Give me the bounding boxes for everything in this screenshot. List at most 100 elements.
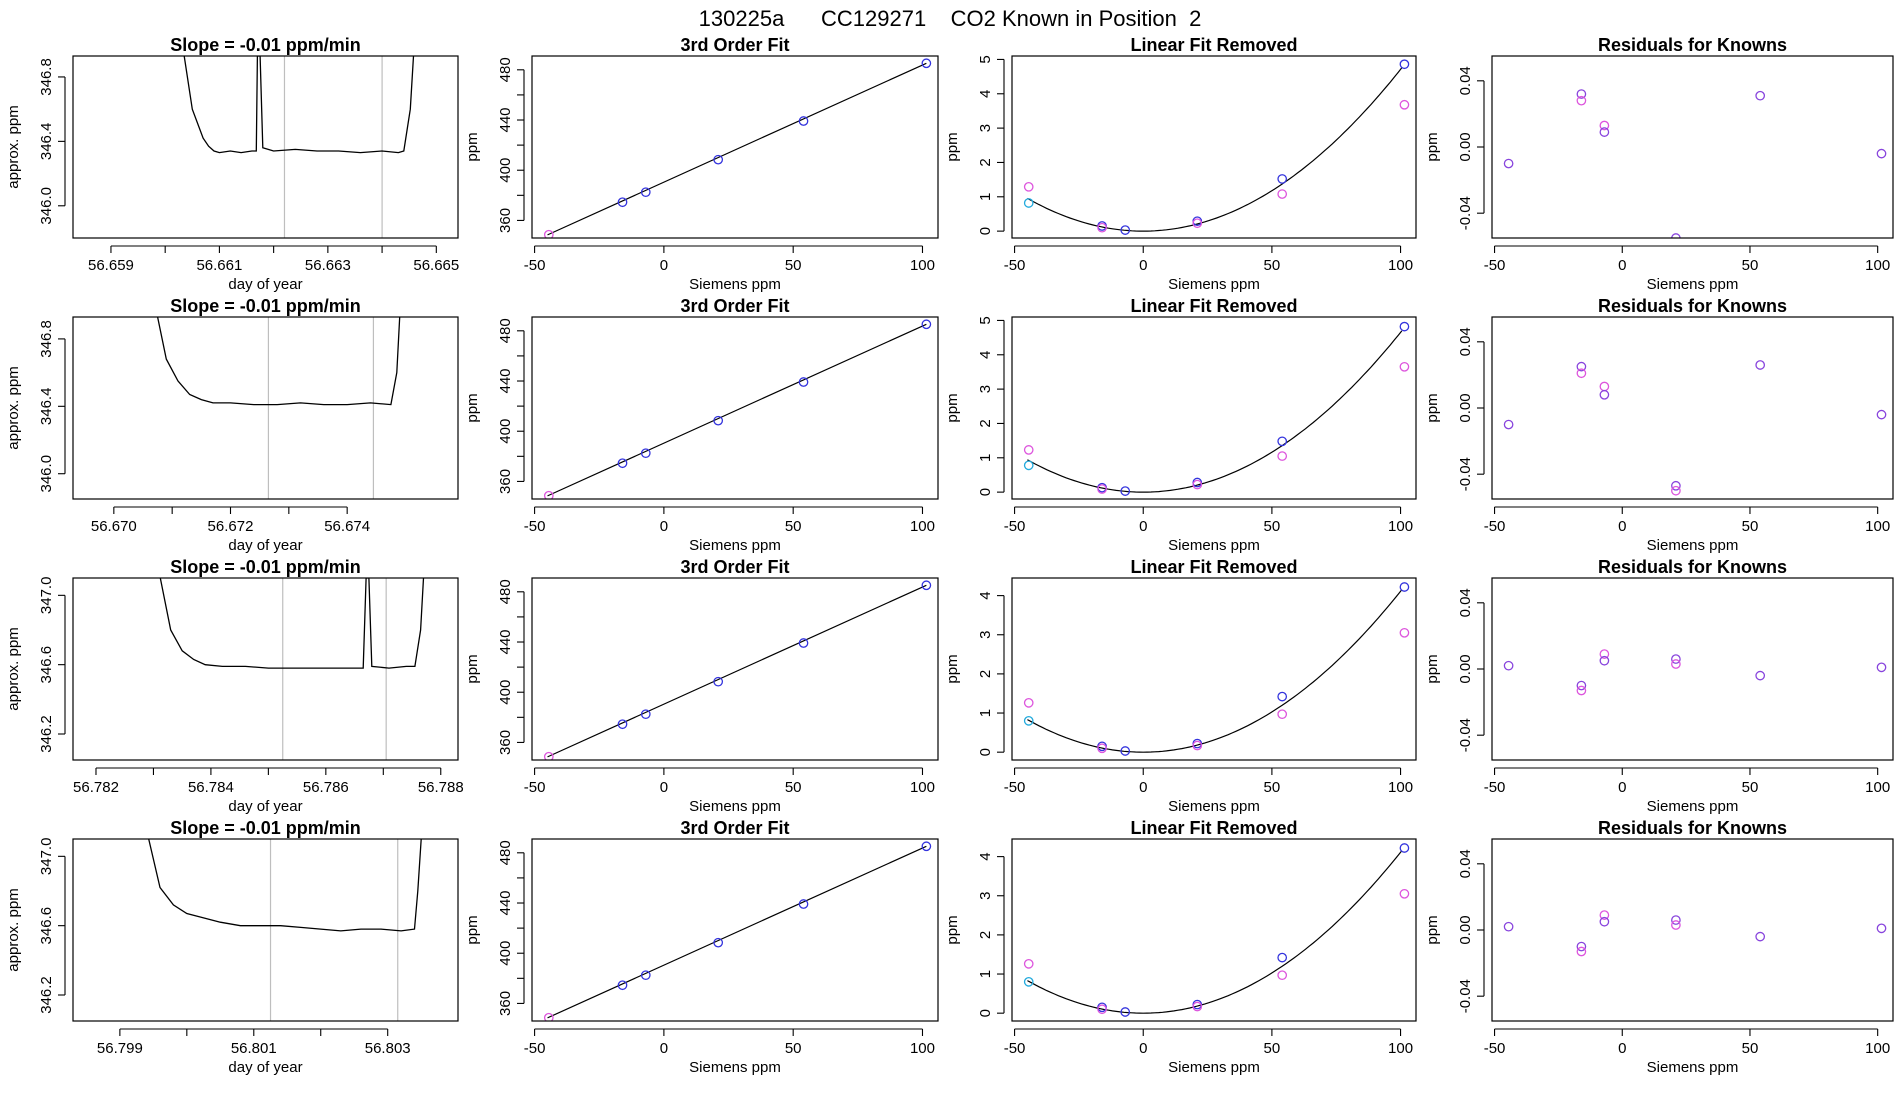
panel-r1-fit-fit-line xyxy=(547,323,927,497)
panel-r3-resid-point-4 xyxy=(1599,916,1610,927)
panel-r3-linres-y-tick-label-3: 3 xyxy=(977,892,994,900)
panel-r0-fit-y-label: ppm xyxy=(464,132,481,161)
panel-r1-fit-point-4 xyxy=(798,377,809,387)
panel-r1-linres-point-3 xyxy=(1097,484,1107,494)
panel-r2-linres-x-tick-label-0: -50 xyxy=(1004,779,1026,796)
panel-r0-linres-point-9 xyxy=(1399,59,1410,70)
panel-r2-trace-x-label: day of year xyxy=(228,798,302,815)
panel-r0-trace-y-tick-label-0: 346.0 xyxy=(38,187,55,225)
panel-r0-resid-y-tick-label-1: 0.00 xyxy=(1457,132,1474,161)
panel-r3-fit-fit-line xyxy=(547,845,927,1019)
panel-r1-trace-x-label: day of year xyxy=(228,537,302,554)
panel-r1-fit-point-3 xyxy=(713,415,724,426)
panel-r1-linres-y-tick-label-1: 1 xyxy=(977,454,994,462)
panel-r2-linres-y-label: ppm xyxy=(944,654,961,683)
panel-r1-linres-x-tick-label-2: 50 xyxy=(1264,518,1281,535)
panel-r3-resid-point-1 xyxy=(1576,941,1587,952)
panel-r3-linres-plot-area xyxy=(1023,843,1410,1017)
panel-r2-resid-point-3 xyxy=(1599,649,1610,659)
panel-r1-trace-y-tick-label-0: 346.0 xyxy=(38,455,55,493)
panel-r3-fit-point-2 xyxy=(640,970,651,981)
panel-r2-resid-plot-area xyxy=(1503,649,1887,696)
panel-r1-fit-y-tick-label-1: 400 xyxy=(497,419,514,444)
panel-r3-linres-y-tick-label-4: 4 xyxy=(977,852,994,860)
panel-r0-linres-frame xyxy=(1011,55,1417,239)
panel-r0-linres-y-tick-label-2: 2 xyxy=(977,158,994,166)
panel-r1-linres-x-tick-label-0: -50 xyxy=(1004,518,1026,535)
panel-r3-trace-x-label: day of year xyxy=(228,1059,302,1076)
panel-r0-trace-series-trace xyxy=(183,56,415,154)
panel-r1-fit-y-label: ppm xyxy=(464,393,481,422)
panel-r1-linres-point-0 xyxy=(1023,445,1034,455)
panel-r3-fit-point-1 xyxy=(617,980,628,991)
panel-r2-fit-y-tick-label-0: 360 xyxy=(497,730,514,755)
panel-r0-resid-title: Residuals for Knowns xyxy=(1598,35,1787,55)
panel-r1-linres-x-tick-label-3: 100 xyxy=(1388,518,1413,535)
panel-r1-linres-point-10 xyxy=(1399,361,1410,372)
panel-r0-trace-x-tick-label-2: 56.663 xyxy=(305,257,351,274)
figure-title: 130225a CC129271 CO2 Known in Position 2 xyxy=(699,6,1202,31)
panel-r0-fit-frame xyxy=(531,55,939,239)
panel-r3-resid-y-label: ppm xyxy=(1424,915,1441,944)
panel-r0-linres-y-tick-label-0: 0 xyxy=(977,227,994,235)
panel-r3-fit-point-3 xyxy=(713,937,724,948)
panel-r1-resid-x-tick-label-2: 50 xyxy=(1742,518,1759,535)
panel-r2-linres-x-tick-label-2: 50 xyxy=(1264,779,1281,796)
panel-r0-trace-title: Slope = -0.01 ppm/min xyxy=(170,35,361,55)
panel-r2-fit-point-4 xyxy=(798,638,809,648)
panel-r1-linres-point-4 xyxy=(1120,486,1131,496)
panel-r0-resid-point-6 xyxy=(1755,90,1766,101)
panel-r3-resid-point-6 xyxy=(1671,920,1681,930)
panel-r0-linres-point-8 xyxy=(1277,189,1288,199)
panel-r3-fit-y-tick-label-0: 360 xyxy=(497,991,514,1016)
panel-r0-linres-point-6 xyxy=(1192,218,1203,229)
panel-r1-fit-x-tick-label-2: 50 xyxy=(785,518,802,535)
panel-r1-linres-y-tick-label-3: 3 xyxy=(977,385,994,393)
panel-r2-linres-title: Linear Fit Removed xyxy=(1130,557,1297,577)
panel-r1-fit: 3rd Order Fit -50 0 50 100 Siemens ppm 360 400 4… xyxy=(464,296,939,554)
panel-r1-linres-y-label: ppm xyxy=(944,393,961,422)
panel-r1-resid-y-tick-label-2: 0.04 xyxy=(1457,327,1474,356)
panel-r2-linres-point-8 xyxy=(1277,709,1288,720)
panel-r0-resid-point-2 xyxy=(1576,95,1587,106)
panel-r1-linres-point-9 xyxy=(1399,321,1410,332)
panel-r2-fit-y-tick-label-3: 480 xyxy=(497,579,514,604)
panel-r2-fit-point-0 xyxy=(543,751,554,760)
panel-r1-trace-title: Slope = -0.01 ppm/min xyxy=(170,296,361,316)
panel-r1-resid-x-label: Siemens ppm xyxy=(1647,537,1739,554)
panel-r2-linres-fit-curve xyxy=(1027,589,1403,753)
panel-r2-linres-y-tick-label-4: 4 xyxy=(977,591,994,599)
panel-r2-resid-x-label: Siemens ppm xyxy=(1647,798,1739,815)
panel-r2-linres-point-4 xyxy=(1120,746,1131,756)
panel-r2-fit-title: 3rd Order Fit xyxy=(680,557,789,577)
panel-r0-fit-x-tick-label-0: -50 xyxy=(524,257,546,274)
panel-r3-linres-x-tick-label-1: 0 xyxy=(1139,1040,1147,1057)
panel-r1-linres-title: Linear Fit Removed xyxy=(1130,296,1297,316)
panel-r3-resid-point-2 xyxy=(1576,946,1587,957)
panel-r3-resid-point-5 xyxy=(1671,915,1681,925)
panel-r1-linres-y-tick-label-0: 0 xyxy=(977,488,994,496)
panel-r2-resid-point-4 xyxy=(1599,655,1610,666)
panel-r3-fit-x-tick-label-3: 100 xyxy=(910,1040,935,1057)
panel-r2-resid-point-1 xyxy=(1576,680,1587,691)
panel-r3-linres-point-8 xyxy=(1277,970,1288,981)
panel-r0-resid-x-tick-label-0: -50 xyxy=(1484,257,1506,274)
panel-r1-resid-frame xyxy=(1491,316,1894,500)
panel-r3-trace-title: Slope = -0.01 ppm/min xyxy=(170,818,361,838)
panel-r3-linres-point-5 xyxy=(1192,999,1203,1010)
panel-r0-linres-y-tick-label-3: 3 xyxy=(977,124,994,132)
panel-r2-linres-point-2 xyxy=(1097,741,1107,752)
panel-r3-resid-y-tick-label-1: 0.00 xyxy=(1457,915,1474,944)
panel-r0-linres-title: Linear Fit Removed xyxy=(1130,35,1297,55)
panel-r2-trace-title: Slope = -0.01 ppm/min xyxy=(170,557,361,577)
panel-r0-resid-point-0 xyxy=(1503,158,1514,169)
panel-r2-linres-point-6 xyxy=(1192,740,1203,751)
panel-r3-fit-x-tick-label-2: 50 xyxy=(785,1040,802,1057)
panel-r3-resid-x-tick-label-1: 0 xyxy=(1618,1040,1626,1057)
panel-r3-trace-series-trace xyxy=(148,839,422,932)
panel-r1-linres-frame xyxy=(1011,316,1417,500)
panel-r0-linres-y-tick-label-1: 1 xyxy=(977,193,994,201)
panel-r0-fit-point-0 xyxy=(543,229,554,238)
panel-r2-resid-point-6 xyxy=(1671,659,1681,669)
panel-r3-trace-x-tick-label-2: 56.803 xyxy=(365,1040,411,1057)
